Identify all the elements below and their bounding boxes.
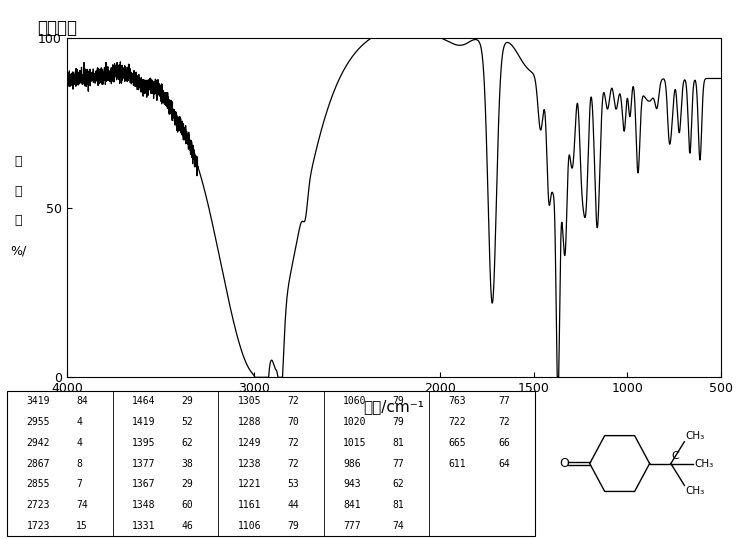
Text: 1464: 1464 [132, 396, 155, 406]
Text: 77: 77 [392, 459, 404, 468]
Text: 3419: 3419 [27, 396, 50, 406]
Text: 52: 52 [181, 417, 193, 427]
Text: 72: 72 [287, 438, 299, 448]
Text: 1238: 1238 [238, 459, 261, 468]
Text: 1419: 1419 [132, 417, 155, 427]
Text: 1020: 1020 [343, 417, 366, 427]
Text: 84: 84 [76, 396, 88, 406]
Text: 过: 过 [15, 185, 22, 198]
Text: 81: 81 [392, 500, 404, 510]
Text: 1060: 1060 [343, 396, 366, 406]
Text: 79: 79 [287, 521, 299, 531]
Text: 66: 66 [498, 438, 510, 448]
Text: 38: 38 [181, 459, 193, 468]
Text: 79: 79 [392, 396, 404, 406]
Text: 72: 72 [498, 417, 510, 427]
Text: CH₃: CH₃ [685, 486, 704, 496]
Text: 79: 79 [392, 417, 404, 427]
Text: O: O [559, 457, 569, 470]
Text: 29: 29 [181, 479, 193, 489]
Text: 1395: 1395 [132, 438, 155, 448]
Text: 4: 4 [76, 438, 82, 448]
Text: 29: 29 [181, 396, 193, 406]
Text: 1305: 1305 [238, 396, 261, 406]
Text: 611: 611 [449, 459, 466, 468]
Text: 46: 46 [181, 521, 193, 531]
Text: 2955: 2955 [27, 417, 50, 427]
Text: 2942: 2942 [27, 438, 50, 448]
Text: 62: 62 [392, 479, 404, 489]
Text: 率: 率 [15, 215, 22, 227]
Text: 石蜡糊法: 石蜡糊法 [37, 19, 77, 37]
Text: 1106: 1106 [238, 521, 261, 531]
Text: 1161: 1161 [238, 500, 261, 510]
Text: 60: 60 [181, 500, 193, 510]
Text: 1723: 1723 [27, 521, 50, 531]
Text: 72: 72 [287, 459, 299, 468]
Text: 943: 943 [343, 479, 360, 489]
Text: 70: 70 [287, 417, 299, 427]
Text: 1377: 1377 [132, 459, 155, 468]
Text: 72: 72 [287, 396, 299, 406]
Text: 841: 841 [343, 500, 360, 510]
Text: 2723: 2723 [27, 500, 50, 510]
Text: 665: 665 [449, 438, 466, 448]
Text: 74: 74 [392, 521, 404, 531]
Text: 53: 53 [287, 479, 299, 489]
Text: 透: 透 [15, 155, 22, 168]
Text: 2855: 2855 [27, 479, 50, 489]
X-axis label: 波数/cm⁻¹: 波数/cm⁻¹ [363, 399, 424, 414]
Text: 4: 4 [76, 417, 82, 427]
Text: CH₃: CH₃ [685, 431, 704, 441]
Text: C: C [672, 452, 680, 461]
Text: 44: 44 [287, 500, 299, 510]
Text: %/: %/ [10, 244, 27, 257]
Text: 62: 62 [181, 438, 193, 448]
Text: 1348: 1348 [132, 500, 155, 510]
Text: 1015: 1015 [343, 438, 366, 448]
Text: 2867: 2867 [27, 459, 50, 468]
Text: 763: 763 [449, 396, 466, 406]
Text: 1367: 1367 [132, 479, 155, 489]
Text: 77: 77 [498, 396, 510, 406]
Text: 1288: 1288 [238, 417, 261, 427]
Text: 8: 8 [76, 459, 82, 468]
Text: 1221: 1221 [238, 479, 261, 489]
Text: 986: 986 [343, 459, 360, 468]
Text: 64: 64 [498, 459, 510, 468]
Text: 81: 81 [392, 438, 404, 448]
Text: CH₃: CH₃ [694, 459, 713, 468]
Text: 1331: 1331 [132, 521, 155, 531]
Text: 777: 777 [343, 521, 360, 531]
Text: 15: 15 [76, 521, 88, 531]
Text: 74: 74 [76, 500, 88, 510]
Text: 722: 722 [449, 417, 466, 427]
Text: 7: 7 [76, 479, 82, 489]
Text: 1249: 1249 [238, 438, 261, 448]
